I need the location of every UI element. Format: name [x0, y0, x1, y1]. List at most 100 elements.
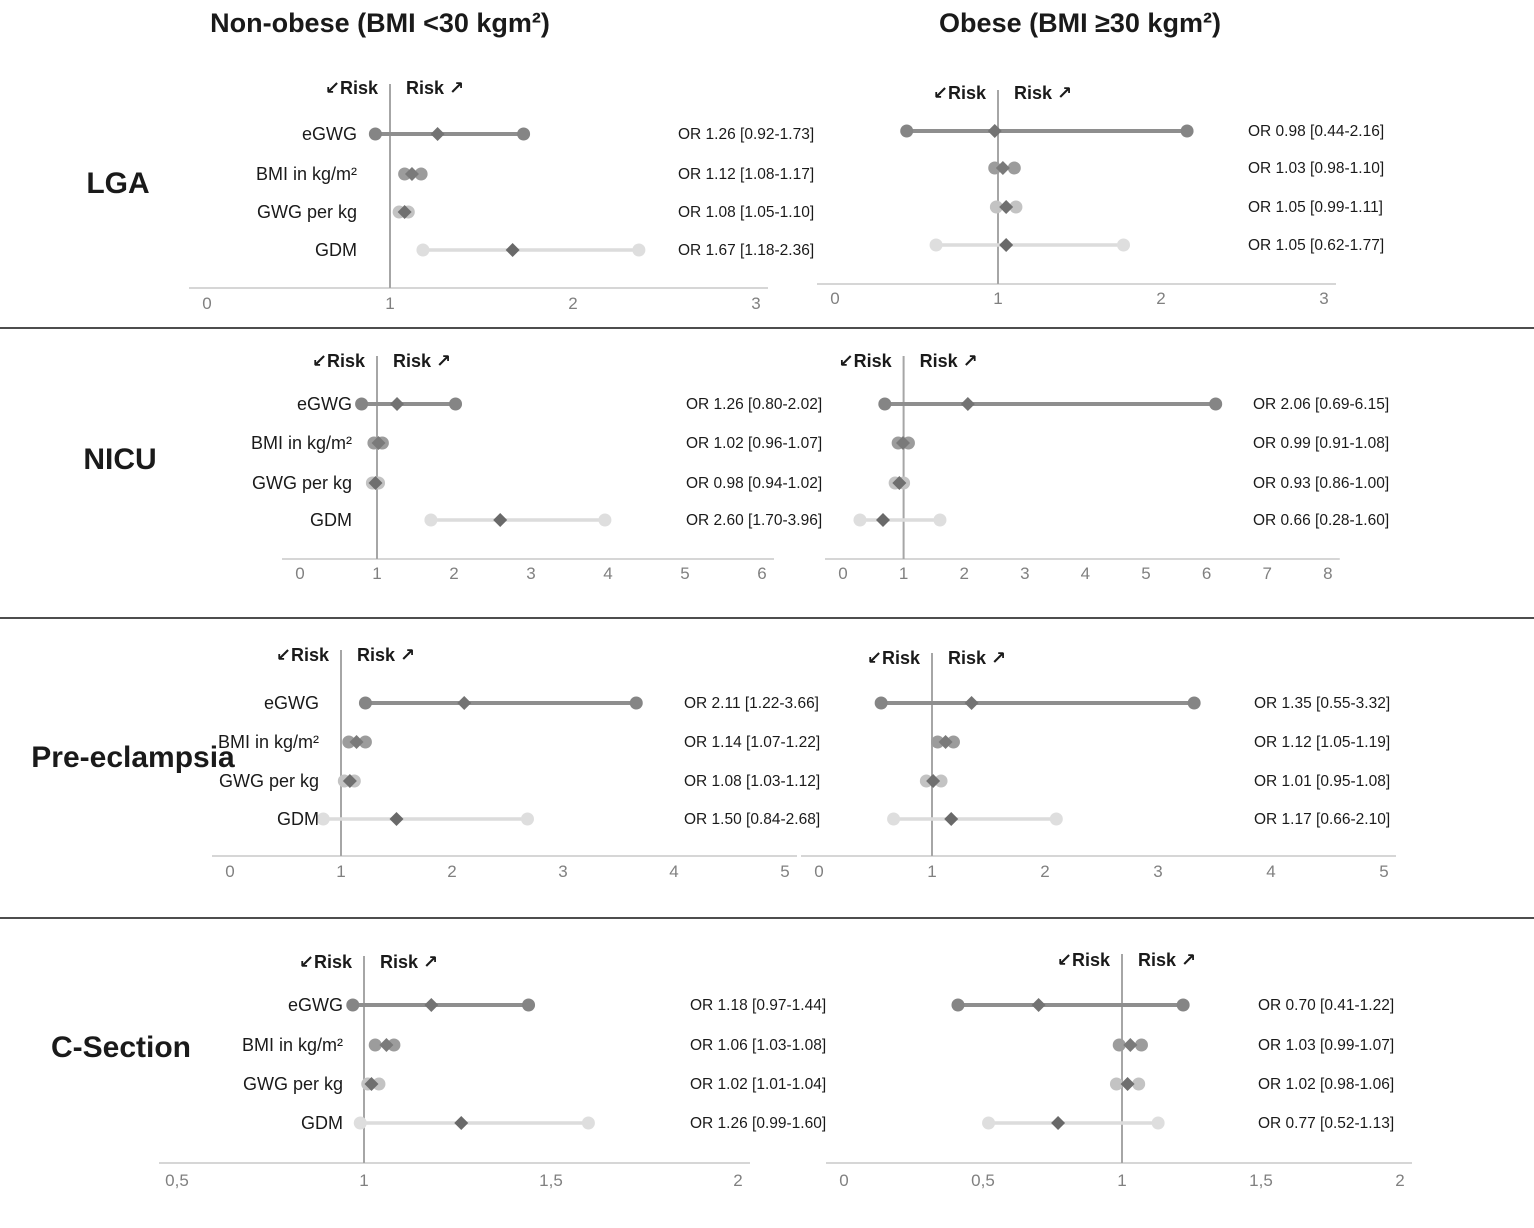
- ci-endpoint-high: [1151, 1116, 1165, 1130]
- ci-endpoint-high: [1180, 124, 1194, 138]
- x-tick-label: 3: [558, 862, 567, 881]
- ci-endpoint-high: [1187, 696, 1201, 710]
- ci-endpoint-low: [355, 397, 369, 411]
- x-tick-label: 2: [1040, 862, 1049, 881]
- x-tick-label: 1: [372, 564, 381, 583]
- x-tick-label: 1,5: [539, 1171, 563, 1190]
- x-tick-label: 2: [1156, 289, 1165, 308]
- ci-endpoint-high: [1209, 397, 1223, 411]
- x-tick-label: 3: [1020, 564, 1029, 583]
- x-tick-label: 6: [1202, 564, 1211, 583]
- x-tick-label: 2: [447, 862, 456, 881]
- or-diamond: [379, 1038, 394, 1052]
- or-diamond: [404, 167, 419, 181]
- or-ci-label: OR 0.70 [0.41-1.22]: [1258, 997, 1394, 1014]
- predictor-row-label: eGWG: [288, 995, 343, 1015]
- or-diamond: [390, 397, 405, 411]
- x-tick-label: 5: [1141, 564, 1150, 583]
- or-diamond: [1120, 1077, 1135, 1091]
- or-ci-label: OR 1.05 [0.99-1.11]: [1248, 199, 1383, 216]
- or-diamond: [999, 238, 1014, 252]
- ci-endpoint-high: [517, 127, 531, 141]
- ci-endpoint-low: [929, 238, 943, 252]
- or-diamond: [944, 812, 959, 826]
- risk-decrease-label: ↙Risk: [838, 351, 892, 371]
- x-tick-label: 1: [336, 862, 345, 881]
- ci-endpoint-high: [449, 397, 463, 411]
- ci-endpoint-low: [874, 696, 888, 710]
- ci-endpoint-high: [598, 513, 612, 527]
- ci-endpoint-high: [933, 513, 947, 527]
- or-ci-label: OR 1.06 [1.03-1.08]: [690, 1037, 826, 1054]
- risk-increase-label: Risk ↗: [1138, 950, 1196, 970]
- or-ci-label: OR 1.08 [1.05-1.10]: [678, 204, 814, 221]
- ci-endpoint-high: [520, 812, 534, 826]
- or-ci-label: OR 0.66 [0.28-1.60]: [1253, 512, 1389, 529]
- x-tick-label: 0,5: [971, 1171, 995, 1190]
- or-ci-label: OR 1.14 [1.07-1.22]: [684, 734, 820, 751]
- or-ci-label: OR 1.26 [0.99-1.60]: [690, 1115, 826, 1132]
- or-diamond: [457, 696, 472, 710]
- or-diamond: [389, 812, 404, 826]
- or-ci-label: OR 1.03 [0.99-1.07]: [1258, 1037, 1394, 1054]
- column-title-obese: Obese (BMI ≥30 kgm²): [939, 8, 1221, 38]
- or-diamond: [424, 998, 439, 1012]
- risk-increase-label: Risk ↗: [406, 78, 464, 98]
- or-ci-label: OR 1.17 [0.66-2.10]: [1254, 811, 1390, 828]
- or-diamond: [964, 696, 979, 710]
- ci-endpoint-high: [1176, 998, 1190, 1012]
- ci-endpoint-high: [522, 998, 536, 1012]
- ci-endpoint-high: [414, 167, 428, 181]
- risk-decrease-label: ↙Risk: [299, 952, 353, 972]
- risk-decrease-label: ↙Risk: [933, 83, 987, 103]
- x-tick-label: 2: [449, 564, 458, 583]
- ci-endpoint-low: [358, 696, 372, 710]
- or-ci-label: OR 2.11 [1.22-3.66]: [684, 695, 819, 712]
- risk-decrease-label: ↙Risk: [325, 78, 379, 98]
- predictor-row-label: GDM: [310, 510, 352, 530]
- ci-endpoint-low: [982, 1116, 996, 1130]
- ci-endpoint-low: [353, 1116, 367, 1130]
- ci-endpoint-low: [853, 513, 867, 527]
- ci-endpoint-high: [629, 696, 643, 710]
- or-diamond: [960, 397, 975, 411]
- ci-endpoint-low: [931, 735, 945, 749]
- x-tick-label: 0: [295, 564, 304, 583]
- or-diamond: [454, 1116, 469, 1130]
- x-tick-label: 2: [733, 1171, 742, 1190]
- or-diamond: [995, 161, 1010, 175]
- or-diamond: [364, 1077, 379, 1091]
- or-ci-label: OR 1.35 [0.55-3.32]: [1254, 695, 1390, 712]
- risk-increase-label: Risk ↗: [920, 351, 978, 371]
- or-ci-label: OR 1.03 [0.98-1.10]: [1248, 160, 1384, 177]
- x-tick-label: 1: [993, 289, 1002, 308]
- or-ci-label: OR 1.12 [1.08-1.17]: [678, 166, 814, 183]
- x-tick-label: 0: [814, 862, 823, 881]
- ci-endpoint-high: [1009, 200, 1023, 214]
- risk-increase-label: Risk ↗: [948, 648, 1006, 668]
- risk-decrease-label: ↙Risk: [312, 351, 366, 371]
- or-diamond: [349, 735, 364, 749]
- predictor-row-label: eGWG: [302, 124, 357, 144]
- x-tick-label: 4: [669, 862, 678, 881]
- ci-endpoint-low: [398, 167, 412, 181]
- x-tick-label: 0: [839, 1171, 848, 1190]
- risk-increase-label: Risk ↗: [380, 952, 438, 972]
- risk-decrease-label: ↙Risk: [276, 645, 330, 665]
- x-tick-label: 0: [838, 564, 847, 583]
- x-tick-label: 0: [830, 289, 839, 308]
- or-ci-label: OR 1.18 [0.97-1.44]: [690, 997, 826, 1014]
- ci-endpoint-high: [1049, 812, 1063, 826]
- x-tick-label: 3: [526, 564, 535, 583]
- x-tick-label: 4: [1081, 564, 1090, 583]
- risk-increase-label: Risk ↗: [1014, 83, 1072, 103]
- outcome-label-lga: LGA: [86, 167, 150, 200]
- x-tick-label: 5: [780, 862, 789, 881]
- ci-endpoint-low: [1109, 1077, 1123, 1091]
- risk-increase-label: Risk ↗: [357, 645, 415, 665]
- risk-decrease-label: ↙Risk: [1057, 950, 1111, 970]
- or-diamond: [926, 774, 941, 788]
- predictor-row-label: GWG per kg: [243, 1074, 343, 1094]
- ci-endpoint-high: [946, 735, 960, 749]
